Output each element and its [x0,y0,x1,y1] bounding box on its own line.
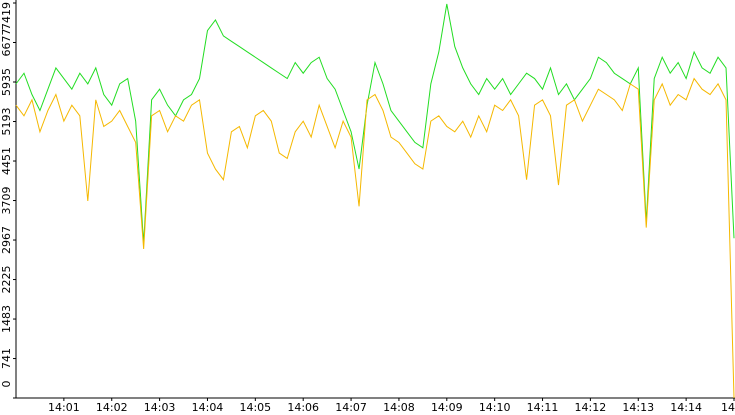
x-tick-label: 14:10 [479,401,511,414]
x-tick-label: 14:04 [192,401,224,414]
series-line [15,3,735,244]
x-tick-label: 14:05 [239,401,271,414]
series-line [15,77,735,399]
y-tick-label: 5935 [0,68,13,96]
y-tick-label: 2967 [0,226,13,254]
x-tick-label: 14:13 [622,401,654,414]
x-tick-label: 14:01 [48,401,80,414]
x-tick-label: 14 [721,401,735,414]
x-tick-label: 14:11 [527,401,559,414]
x-tick-label: 14:03 [144,401,176,414]
x-tick-label: 14:06 [287,401,319,414]
x-tick-label: 14:02 [96,401,128,414]
x-tick-label: 14:09 [431,401,463,414]
y-tick-label: 741 [0,348,13,369]
x-tick-label: 14:08 [383,401,415,414]
y-tick-label: 4451 [0,147,13,175]
x-tick-label: 14:14 [670,401,702,414]
y-tick-label: 6677 [0,29,13,57]
y-tick-label: 0 [0,381,13,388]
x-tick-label: 14:12 [575,401,607,414]
x-tick-label: 14:07 [335,401,367,414]
y-tick-label: 3709 [0,187,13,215]
y-tick-label: 7419 [0,2,13,30]
y-tick-label: 2225 [0,266,13,294]
y-tick-label: 5193 [0,108,13,136]
y-tick-label: 1483 [0,305,13,333]
